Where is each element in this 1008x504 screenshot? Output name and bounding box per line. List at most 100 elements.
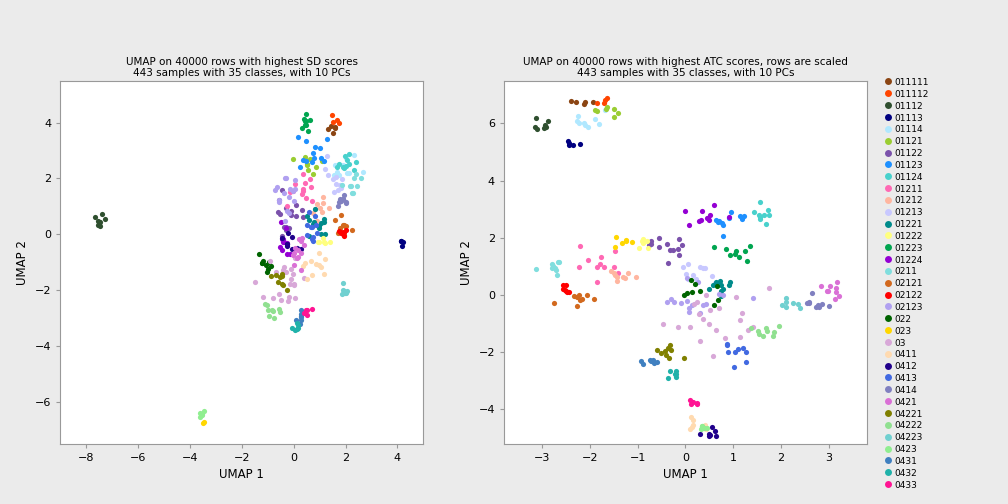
Point [301,175,318,183]
Point [299,213,316,221]
Point [752,215,768,223]
Point [270,208,286,216]
Point [271,304,287,312]
Point [818,287,835,295]
Title: UMAP on 40000 rows with highest SD scores
443 samples with 35 classes, with 10 P: UMAP on 40000 rows with highest SD score… [126,57,358,79]
Point [274,280,290,288]
Point [706,281,722,289]
Point [778,298,794,306]
Point [299,160,316,168]
Point [335,221,351,229]
Point [590,263,606,271]
Point [337,191,353,199]
Point [265,314,281,322]
Point [305,170,322,178]
Point [283,265,299,273]
Point [698,425,714,433]
Point [335,230,351,238]
Point [706,243,722,251]
Point [292,317,308,325]
Point [303,235,320,243]
Point [679,274,696,282]
Point [712,277,728,285]
Point [634,237,650,245]
Point [269,278,285,286]
Point [827,295,843,303]
Point [597,96,613,104]
Point [642,356,658,364]
Point [718,335,734,343]
Point [331,119,347,127]
Point [261,257,277,265]
Point [306,212,323,220]
Point [285,281,301,289]
Point [561,141,578,149]
Point [731,253,747,261]
Point [194,411,210,419]
Point [255,257,271,265]
Point [299,161,316,169]
Point [311,204,328,212]
Point [288,212,304,220]
Point [587,295,603,303]
Point [662,246,678,254]
Point [558,288,575,296]
Y-axis label: UMAP 2: UMAP 2 [460,239,473,285]
Point [649,346,665,354]
Point [313,208,330,216]
Point [304,209,321,217]
Point [279,241,295,249]
Point [301,216,318,224]
Point [645,356,661,364]
Point [539,117,555,125]
Point [569,98,585,106]
Point [682,276,699,284]
Point [309,229,326,237]
Point [323,238,339,246]
Point [293,306,309,314]
Point [329,173,345,181]
Point [709,282,725,290]
Point [675,263,691,271]
Point [685,421,702,429]
Point [282,184,298,193]
Point [685,300,702,308]
Point [617,274,633,282]
Point [279,240,295,248]
Point [683,300,700,308]
Point [551,258,568,266]
Point [284,270,300,278]
Point [666,298,682,306]
Point [694,423,710,431]
Point [829,284,845,292]
Point [313,263,330,271]
Point [289,319,305,327]
Point [785,299,801,307]
Point [528,114,544,122]
Point [282,280,298,288]
Point [304,223,321,231]
Point [710,296,726,304]
Point [696,424,712,432]
Point [670,251,686,259]
Point [657,351,673,359]
Point [599,94,615,102]
Point [658,297,674,305]
Point [289,245,305,254]
Point [313,157,330,165]
Point [393,237,409,245]
Point [715,284,731,292]
Point [275,267,291,275]
Point [307,144,324,152]
Point [283,245,299,253]
Point [196,407,212,415]
Point [547,264,563,272]
Point [192,413,208,421]
Point [290,253,306,261]
Point [680,304,697,312]
Point [297,156,313,164]
Point [691,217,708,225]
Point [658,240,674,248]
Point [335,180,351,188]
Point [726,362,742,370]
